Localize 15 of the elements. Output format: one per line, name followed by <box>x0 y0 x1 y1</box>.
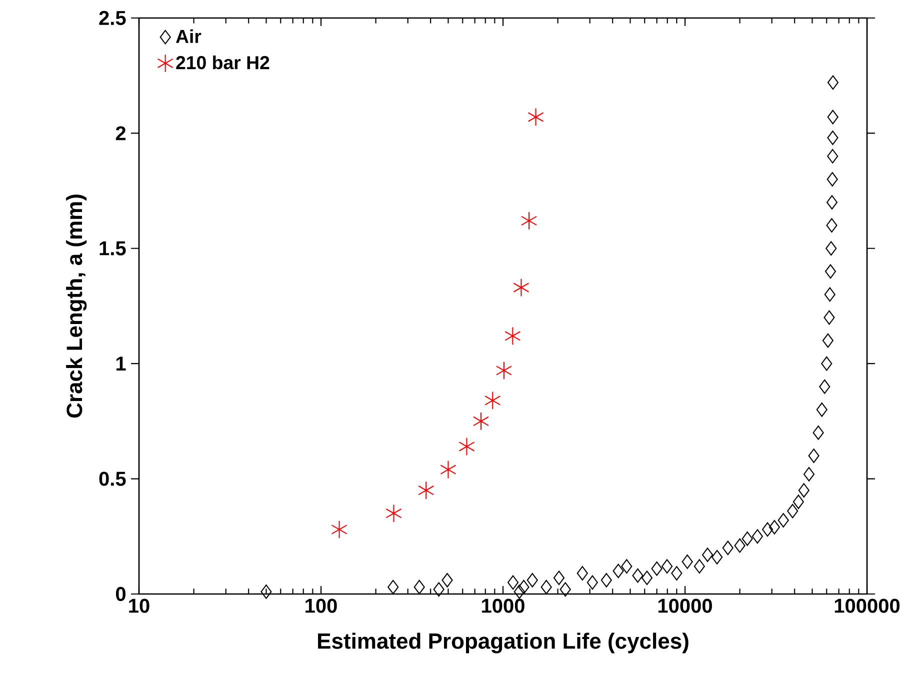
x-tick-label: 100000 <box>834 598 900 613</box>
x-tick-label: 10000 <box>658 598 712 613</box>
y-tick-label: 2 <box>116 126 126 140</box>
y-tick-label: 1.5 <box>100 241 126 256</box>
x-axis-title: Estimated Propagation Life (cycles) <box>318 632 688 654</box>
y-tick-label: 1 <box>116 356 126 370</box>
x-tick-label: 10 <box>129 598 150 613</box>
x-tick-label: 1000 <box>482 598 524 613</box>
x-tick-label: 100 <box>306 598 337 613</box>
legend-label: Air <box>176 29 202 43</box>
legend-label: 210 bar H2 <box>176 56 270 70</box>
y-tick-label: 0 <box>116 586 126 602</box>
y-tick-label: 2.5 <box>99 10 126 26</box>
y-axis-title: Crack Length, a (mm) <box>66 194 87 418</box>
y-tick-label: 0.5 <box>99 472 126 486</box>
